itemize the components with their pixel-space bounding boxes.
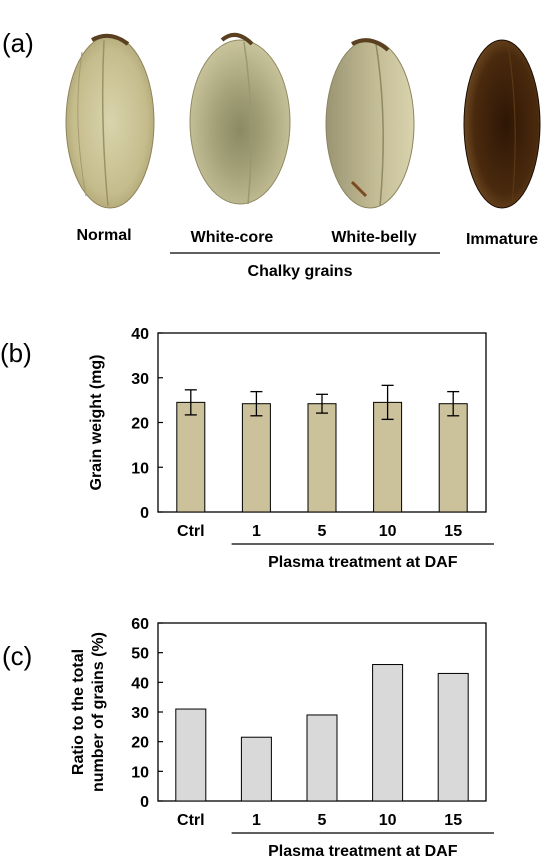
bar-15 [438,403,468,513]
y-tick-label: 10 [131,764,149,781]
x-tick-label-1: 1 [252,812,261,829]
bar-5 [306,714,338,802]
grain-photo-white-core [189,32,291,205]
x-tick-label-10: 10 [379,523,397,540]
grain-label-white-belly: White-belly [331,229,416,246]
y-tick-label: 20 [131,735,149,752]
x-tick-label-1: 1 [252,523,261,540]
chalky-group-label: Chalky grains [248,263,353,280]
bar-ctrl [176,401,206,513]
panel-b-label: (b) [0,338,32,368]
x-tick-label-5: 5 [318,812,327,829]
y-tick-label: 40 [131,326,149,343]
x-tick-label-15: 15 [444,812,462,829]
panel-a-label: (a) [2,28,34,58]
y-axis-label-line2: number of grains (%) [90,632,107,792]
grain-label-white-core: White-core [191,229,274,246]
y-tick-label: 10 [131,460,149,477]
bar-ctrl [175,708,207,802]
y-axis-label: Grain weight (mg) [88,355,105,491]
x-tick-label-ctrl: Ctrl [177,812,205,829]
x-group-label: Plasma treatment at DAF [268,554,458,571]
grain-label-normal: Normal [76,227,131,244]
bar-15 [437,672,469,802]
grain-photo-white-belly [325,38,415,209]
grain-photo-immature [463,39,541,209]
bar-1 [241,403,271,513]
y-axis-label-line1: Ratio to the total [70,649,87,775]
grain-label-immature: Immature [466,231,538,248]
y-tick-label: 30 [131,371,149,388]
y-tick-label: 30 [131,705,149,722]
y-tick-label: 0 [140,794,149,811]
x-tick-label-10: 10 [379,812,397,829]
panel-c-label: (c) [2,641,32,671]
x-group-label: Plasma treatment at DAF [268,843,458,858]
x-tick-label-ctrl: Ctrl [177,523,205,540]
bar-5 [307,403,337,513]
bar-1 [240,736,272,802]
y-tick-label: 50 [131,646,149,663]
x-tick-label-5: 5 [318,523,327,540]
y-tick-label: 40 [131,675,149,692]
y-tick-label: 0 [140,505,149,522]
grain-photo-normal [65,33,155,209]
bar-10 [372,664,404,802]
y-tick-label: 60 [131,616,149,633]
y-tick-label: 20 [131,416,149,433]
x-tick-label-15: 15 [444,523,462,540]
